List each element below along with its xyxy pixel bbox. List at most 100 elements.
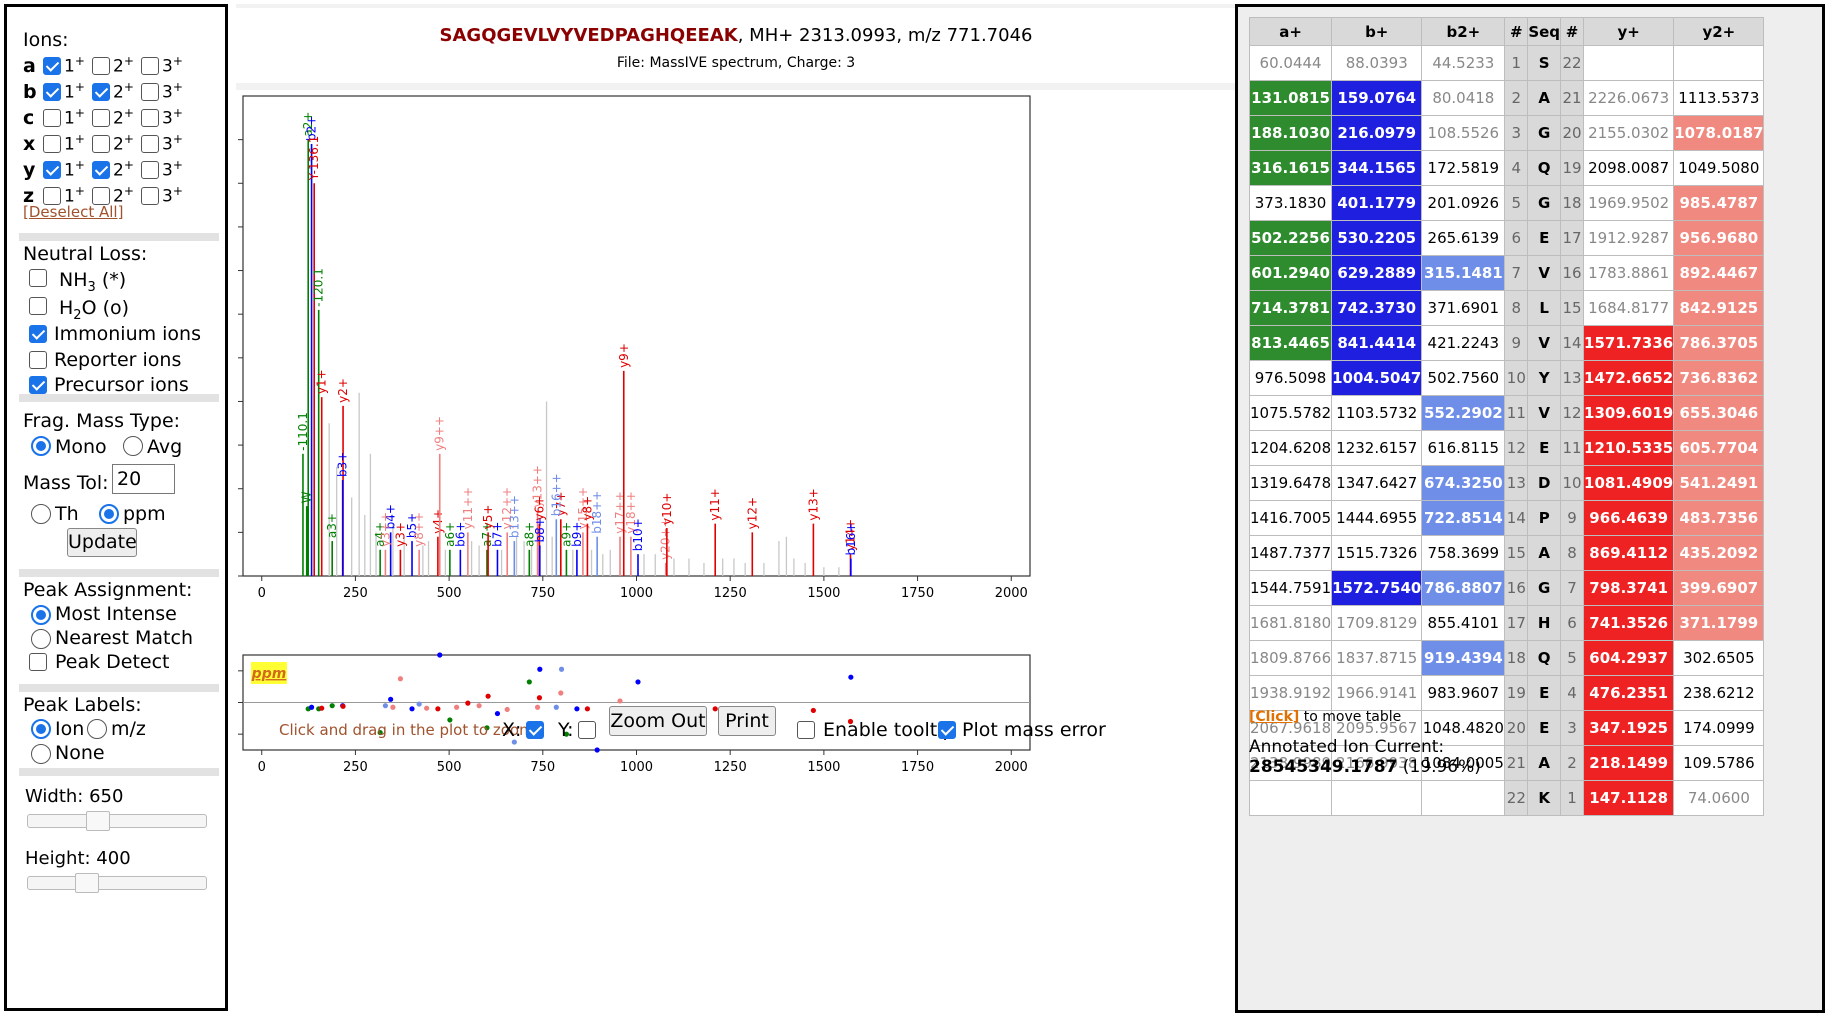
ppm-radio[interactable] — [99, 504, 119, 524]
cell-seq: G — [1527, 185, 1562, 221]
table-row: 131.0815 159.0764 80.0418 2 A 21 2226.0673 1113… — [1248, 80, 1765, 116]
cell-y2: 956.9680 — [1673, 220, 1765, 256]
height-slider[interactable] — [27, 873, 207, 893]
ion-c-2-checkbox[interactable] — [92, 109, 110, 127]
peak-detect-checkbox[interactable] — [29, 653, 47, 671]
th-radio[interactable] — [31, 504, 51, 524]
x-zoom-checkbox[interactable] — [526, 721, 544, 739]
table-row: 1416.7005 1444.6955 722.8514 14 P 9 966.4639 48… — [1248, 500, 1765, 536]
err-x-tick-label: 1750 — [901, 760, 934, 775]
ion-c-1-checkbox[interactable] — [43, 109, 61, 127]
peak-labels-title: Peak Labels: — [23, 694, 142, 716]
cell-y2: 1078.0187 — [1673, 115, 1765, 151]
cell-b: 1837.8715 — [1331, 640, 1423, 676]
ion-b-3-checkbox[interactable] — [141, 83, 159, 101]
zoom-out-button[interactable]: Zoom Out — [609, 706, 707, 736]
error-point — [537, 666, 543, 672]
cell-a: 1204.6208 — [1248, 430, 1333, 466]
h2o-checkbox[interactable] — [29, 297, 47, 315]
error-point — [416, 701, 422, 707]
cell-y2 — [1673, 45, 1765, 81]
ion-x-3-checkbox[interactable] — [141, 135, 159, 153]
width-slider[interactable] — [27, 811, 207, 831]
cell-m: 4 — [1560, 675, 1585, 711]
most-intense-radio[interactable] — [31, 605, 51, 625]
cell-n: 12 — [1504, 430, 1529, 466]
error-point — [485, 693, 491, 699]
cell-y: 1309.6019 — [1583, 395, 1675, 431]
cell-b: 1232.6157 — [1331, 430, 1423, 466]
cell-y: 1969.9502 — [1583, 185, 1675, 221]
err-x-tick-label: 750 — [530, 760, 555, 775]
ion-y-2-checkbox[interactable] — [92, 161, 110, 179]
ion-x-2-checkbox[interactable] — [92, 135, 110, 153]
ion-z-2-checkbox[interactable] — [92, 187, 110, 205]
peak-label: b7+ — [490, 522, 504, 547]
cell-n: 16 — [1504, 570, 1529, 606]
cell-n: 18 — [1504, 640, 1529, 676]
width-label: Width: 650 — [25, 786, 124, 807]
cell-y2: 109.5786 — [1673, 745, 1765, 781]
mz-label-radio[interactable] — [87, 719, 107, 739]
error-point — [848, 674, 854, 680]
ion-a-3-checkbox[interactable] — [141, 57, 159, 75]
spectrum-panel: SAGQGEVLVYVEDPAGHQEEAK, MH+ 2313.0993, m… — [236, 4, 1236, 1013]
cell-m: 9 — [1560, 500, 1585, 536]
immonium-checkbox[interactable] — [29, 325, 47, 343]
update-button[interactable]: Update — [67, 528, 137, 557]
width-slider-thumb[interactable] — [85, 811, 110, 831]
reporter-checkbox[interactable] — [29, 351, 47, 369]
ion-x-1-checkbox[interactable] — [43, 135, 61, 153]
peak-label: y6+ — [532, 496, 546, 521]
ion-b-1-checkbox[interactable] — [43, 83, 61, 101]
cell-y2: 985.4787 — [1673, 185, 1765, 221]
height-slider-thumb[interactable] — [74, 873, 99, 893]
cell-y2: 238.6212 — [1673, 675, 1765, 711]
mass-tol-input[interactable]: 20 — [112, 464, 175, 494]
tooltip-checkbox[interactable] — [797, 721, 815, 739]
ion-row-label-b: b — [23, 81, 37, 103]
cell-n: 4 — [1504, 150, 1529, 186]
mass-error-checkbox[interactable] — [938, 721, 956, 739]
cell-m: 5 — [1560, 640, 1585, 676]
cell-seq: K — [1527, 780, 1562, 816]
ion-c-3-checkbox[interactable] — [141, 109, 159, 127]
peak-label: y3++ — [378, 512, 392, 547]
table-row: 373.1830 401.1779 201.0926 5 G 18 1969.9502 985… — [1248, 185, 1765, 221]
precursor-checkbox[interactable] — [29, 376, 47, 394]
spectrum-svg[interactable]: 0%10%20%30%40%50%60%70%80%90%100%0250500… — [236, 90, 1236, 1013]
cell-a: 316.1615 — [1248, 150, 1333, 186]
move-table-link[interactable]: [Click] — [1249, 709, 1300, 725]
error-point — [584, 706, 591, 712]
peak-label: a9+ — [559, 522, 573, 547]
nearest-match-radio[interactable] — [31, 629, 51, 649]
mono-radio[interactable] — [31, 436, 51, 456]
ion-b-2-checkbox[interactable] — [92, 83, 110, 101]
cell-m: 14 — [1560, 325, 1585, 361]
ion-y-1-checkbox[interactable] — [43, 161, 61, 179]
error-point — [397, 676, 403, 682]
fragment-table-panel: a+ b+ b2+ # Seq # y+ y2+ 60.0444 88.0393 44.5233 1… — [1235, 4, 1825, 1013]
cell-b: 2095.9567 — [1331, 710, 1423, 746]
none-label-radio[interactable] — [31, 744, 51, 764]
deselect-all-link[interactable]: [Deselect All] — [23, 203, 124, 221]
col-header-3: # — [1504, 17, 1529, 46]
peak-label: y20++ — [659, 517, 673, 559]
y-zoom-checkbox[interactable] — [578, 721, 596, 739]
ion-a-1-checkbox[interactable] — [43, 57, 61, 75]
peak-label: b9+ — [570, 522, 584, 547]
print-button[interactable]: Print — [718, 706, 776, 736]
table-row: 188.1030 216.0979 108.5526 3 G 20 2155.0302 107… — [1248, 115, 1765, 151]
ion-label-radio[interactable] — [31, 719, 51, 739]
avg-radio[interactable] — [123, 436, 143, 456]
ion-z-3-checkbox[interactable] — [141, 187, 159, 205]
ion-y-3-checkbox[interactable] — [141, 161, 159, 179]
nh3-checkbox[interactable] — [29, 269, 47, 287]
cell-b: 629.2889 — [1331, 255, 1423, 291]
ion-z-1-checkbox[interactable] — [43, 187, 61, 205]
table-row: 22 K 1 147.1128 74.0600 — [1248, 780, 1765, 816]
x-zoom-label: X: — [502, 719, 522, 741]
cell-b2: 80.0418 — [1421, 80, 1506, 116]
ion-z-1-label: 1+ — [64, 184, 85, 207]
ion-a-2-checkbox[interactable] — [92, 57, 110, 75]
